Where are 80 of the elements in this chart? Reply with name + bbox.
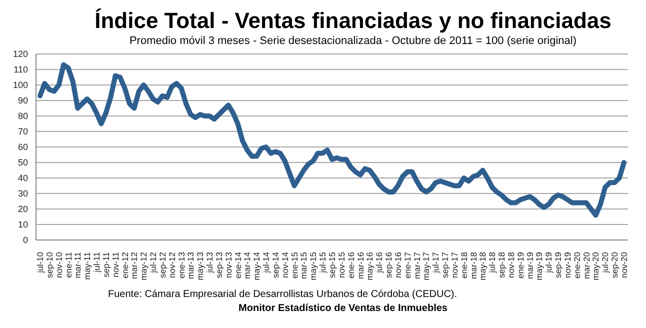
x-tick-label: mar-17 (412, 252, 422, 279)
y-tick-label: 10 (18, 220, 28, 230)
source-note: Fuente: Cámara Empresarial de Desarrollistas Urbanos de Córdoba (CEDUC). (107, 288, 458, 302)
x-tick-label: jul-20 (600, 252, 610, 274)
x-tick-label: jul-16 (374, 252, 384, 274)
y-tick-label: 110 (14, 64, 28, 75)
x-tick-label: mar-14 (242, 252, 252, 279)
x-tick-label: jul-13 (204, 252, 215, 274)
x-tick-label: jul-19 (544, 252, 554, 274)
y-tick-label: 100 (12, 80, 28, 90)
x-tick-label: jul-15 (318, 252, 328, 274)
x-tick-label: nov-15 (336, 252, 346, 278)
x-tick-label: sep-16 (384, 252, 394, 278)
x-tick-label: ene-17 (402, 252, 412, 278)
y-tick-label: 0 (22, 235, 28, 246)
x-tick-label: nov-12 (166, 252, 177, 278)
x-tick-label: may-16 (364, 252, 375, 280)
y-tick-label: 90 (18, 96, 28, 106)
x-tick-label: nov-20 (619, 252, 629, 278)
x-tick-label: nov-11 (110, 252, 120, 278)
x-tick-label: jul-18 (487, 252, 498, 274)
x-tick-label: mar-12 (129, 252, 140, 279)
x-tick-label: may-12 (138, 252, 149, 280)
x-tick-label: mar-18 (468, 252, 478, 279)
x-tick-label: ene-11 (63, 252, 74, 278)
y-tick-label: 50 (18, 158, 28, 168)
x-tick-label: sep-10 (44, 252, 54, 278)
x-tick-label: mar-20 (581, 252, 592, 279)
x-tick-label: sep-20 (610, 252, 620, 278)
x-tick-label: ene-15 (289, 252, 300, 278)
x-tick-label: mar-15 (298, 252, 309, 279)
x-tick-label: sep-14 (270, 252, 280, 278)
y-tick-label: 80 (18, 111, 28, 122)
x-tick-label: mar-16 (355, 252, 366, 279)
x-tick-label: sep-18 (496, 252, 507, 278)
x-tick-label: ene-12 (120, 252, 130, 278)
x-tick-label: ene-20 (572, 252, 582, 278)
x-tick-label: sep-13 (214, 252, 224, 278)
chart-title: Índice Total - Ventas financiadas y no financiadas (94, 8, 612, 34)
x-tick-label: ene-16 (346, 252, 356, 278)
x-tick-label: may-20 (590, 252, 601, 280)
x-tick-label: sep-17 (440, 252, 450, 278)
x-tick-label: nov-14 (280, 252, 290, 278)
x-tick-label: jul-17 (430, 252, 441, 274)
x-tick-label: may-19 (534, 252, 544, 280)
x-tick-label: nov-10 (54, 252, 64, 278)
x-tick-label: jul-14 (261, 252, 272, 274)
x-tick-label: ene-14 (232, 252, 243, 278)
x-tick-label: sep-11 (100, 252, 111, 278)
x-tick-label: may-14 (252, 252, 262, 280)
x-tick-label: sep-15 (327, 252, 337, 278)
x-tick-label: nov-16 (392, 252, 403, 278)
x-tick-label: ene-19 (515, 252, 526, 278)
x-tick-label: jul-11 (92, 252, 102, 274)
x-tick-label: may-15 (308, 252, 318, 280)
y-tick-label: 60 (18, 142, 28, 152)
x-tick-label: may-17 (421, 252, 432, 280)
x-tick-label: mar-19 (524, 252, 535, 279)
chart-subtitle: Promedio móvil 3 meses - Serie desestacionalizada - Octubre de 2011 = 100 (serie original) (128, 34, 578, 48)
x-tick-label: nov-13 (223, 252, 234, 278)
x-tick-label: nov-18 (506, 252, 516, 278)
x-tick-label: sep-12 (157, 252, 168, 278)
x-tick-label: nov-19 (562, 252, 572, 278)
x-tick-label: may-13 (195, 252, 206, 280)
y-tick-label: 30 (18, 188, 28, 199)
y-tick-label: 20 (18, 204, 28, 214)
y-tick-label: 70 (18, 126, 28, 137)
x-tick-label: jul-10 (35, 252, 45, 274)
x-tick-label: may-11 (82, 252, 92, 280)
x-tick-label: ene-18 (458, 252, 469, 278)
text: Monitor Estadístico de Ventas de Inmuebles (238, 302, 448, 316)
x-tick-label: mar-11 (72, 252, 83, 278)
x-tick-label: nov-17 (449, 252, 460, 278)
x-tick-label: sep-19 (553, 252, 564, 278)
y-tick-label: 40 (18, 173, 28, 184)
x-tick-label: jul-12 (148, 252, 158, 274)
x-tick-label: may-18 (478, 252, 488, 280)
x-tick-label: mar-13 (186, 252, 196, 279)
y-tick-label: 120 (12, 49, 28, 60)
x-tick-label: ene-13 (176, 252, 186, 278)
